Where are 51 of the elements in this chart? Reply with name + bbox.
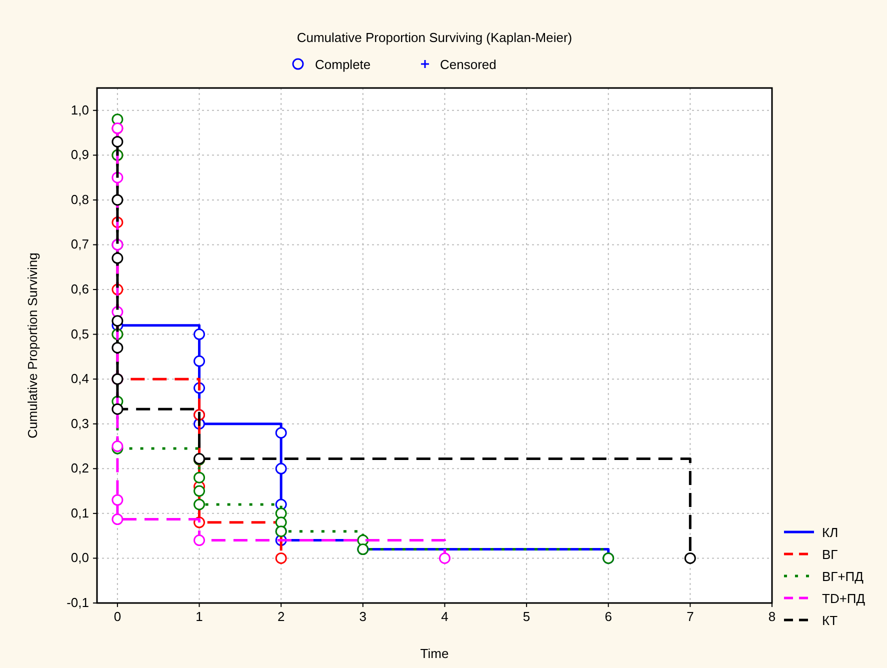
point (194, 328, 206, 340)
point (112, 494, 124, 506)
point (112, 514, 124, 526)
point (194, 534, 206, 546)
y-tick-label: -0,1 (66, 595, 89, 610)
y-tick-label: 0,2 (70, 460, 89, 476)
legend-label: КТ (822, 613, 838, 628)
y-tick-label: 0,6 (70, 282, 89, 297)
point (112, 136, 124, 148)
point (438, 552, 450, 564)
y-tick-label: 0,9 (70, 147, 89, 162)
y-tick-label: 0,4 (70, 371, 89, 386)
point (275, 552, 287, 564)
point (684, 552, 696, 564)
text: Complete (315, 57, 371, 72)
x-tick-label: 0 (114, 609, 122, 624)
point (112, 403, 124, 415)
y-tick-label: 1,0 (70, 102, 89, 118)
x-tick-label: 7 (686, 609, 694, 624)
point (112, 252, 124, 264)
point (112, 342, 124, 354)
point (194, 355, 206, 367)
point (275, 516, 287, 528)
text: Censored (440, 57, 496, 72)
y-tick-label: 0,5 (70, 326, 89, 342)
point (194, 498, 206, 510)
x-tick-label: 1 (196, 609, 203, 624)
y-axis-title: Cumulative Proportion Surviving (25, 252, 40, 438)
legend-label: ВГ (822, 547, 838, 562)
y-tick-label: 0,1 (70, 505, 89, 520)
point (194, 472, 206, 484)
point (112, 315, 124, 327)
legend-label: КЛ (822, 525, 838, 540)
y-tick-label: 0,3 (70, 416, 89, 431)
x-tick-label: 2 (277, 609, 285, 624)
x-tick-label: 5 (522, 609, 530, 624)
point (275, 427, 287, 439)
x-tick-label: 3 (359, 609, 367, 624)
legend-label: ВГ+ПД (822, 569, 864, 584)
x-tick-label: 4 (441, 609, 448, 624)
y-tick-label: 0,7 (70, 236, 89, 252)
chart-title: Cumulative Proportion Surviving (Kaplan-Meier) (296, 30, 572, 45)
x-tick-label: 8 (768, 609, 776, 624)
x-axis-title: Time (420, 646, 449, 661)
point (112, 194, 124, 206)
y-tick-label: 0,8 (70, 192, 89, 207)
y-tick-label: 0,0 (70, 550, 89, 566)
point (275, 462, 287, 474)
point (194, 485, 206, 497)
x-tick-label: 6 (604, 609, 612, 624)
legend-label: TD+ПД (822, 591, 866, 606)
